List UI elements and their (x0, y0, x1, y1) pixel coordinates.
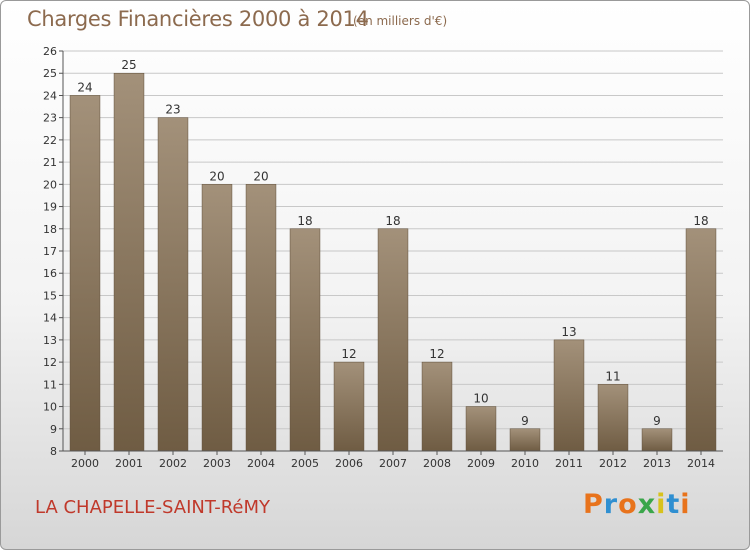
x-tick-label: 2011 (555, 457, 583, 470)
y-tick-label: 26 (43, 45, 57, 58)
bar-2001 (113, 72, 145, 452)
bar-2010 (509, 428, 541, 452)
bar-2009 (465, 406, 497, 452)
y-tick-label: 20 (43, 178, 57, 191)
y-tick-label: 16 (43, 267, 57, 280)
x-tick-label: 2008 (423, 457, 451, 470)
bar-2014 (685, 228, 717, 452)
data-label: 24 (77, 80, 92, 94)
bars (69, 72, 717, 452)
logo-letter: i (656, 489, 667, 520)
y-tick-label: 17 (43, 245, 57, 258)
bar-2006 (333, 361, 365, 452)
x-tick-label: 2010 (511, 457, 539, 470)
data-label: 23 (165, 103, 180, 117)
data-label: 25 (121, 58, 136, 72)
y-tick-label: 13 (43, 334, 57, 347)
data-label: 20 (209, 169, 224, 183)
data-label: 18 (297, 214, 312, 228)
chart-title: Charges Financières 2000 à 2014 (27, 7, 369, 31)
data-label: 9 (521, 414, 529, 428)
y-tick-label: 15 (43, 289, 57, 302)
x-tick-label: 2000 (71, 457, 99, 470)
x-tick-label: 2004 (247, 457, 275, 470)
x-tick-label: 2003 (203, 457, 231, 470)
bar-2002 (157, 117, 189, 452)
data-label: 12 (341, 347, 356, 361)
y-tick-label: 18 (43, 223, 57, 236)
logo-letter: t (666, 489, 681, 520)
bar-2013 (641, 428, 673, 452)
y-tick-label: 10 (43, 401, 57, 414)
y-tick-label: 22 (43, 134, 57, 147)
data-label: 11 (605, 369, 620, 383)
bar-2004 (245, 184, 277, 452)
y-tick-label: 12 (43, 356, 57, 369)
logo-letter: x (637, 489, 657, 520)
logo-letter: i (680, 489, 691, 520)
bar-2000 (69, 95, 101, 452)
x-tick-label: 2007 (379, 457, 407, 470)
axes: 8 9 10 11 12 13 14 15 16 17 18 19 20 21 22 23 24 25 26 2000… (43, 45, 723, 470)
y-tick-label: 9 (50, 423, 57, 436)
bar-2011 (553, 339, 585, 452)
data-label: 18 (693, 214, 708, 228)
data-labels: 24 25 23 20 20 18 12 18 12 10 9 13 11 9 18 (77, 58, 708, 428)
bar-2003 (201, 184, 233, 452)
x-tick-label: 2006 (335, 457, 363, 470)
bar-2005 (289, 228, 321, 452)
x-tick-label: 2002 (159, 457, 187, 470)
data-label: 9 (653, 414, 661, 428)
bar-2007 (377, 228, 409, 452)
data-label: 12 (429, 347, 444, 361)
y-tick-label: 8 (50, 445, 57, 458)
commune-name: LA CHAPELLE-SAINT-RéMY (35, 497, 271, 518)
y-tick-label: 23 (43, 112, 57, 125)
bar-2012 (597, 384, 629, 452)
x-tick-label: 2005 (291, 457, 319, 470)
x-tick-label: 2014 (687, 457, 715, 470)
data-label: 13 (561, 325, 576, 339)
x-tick-label: 2012 (599, 457, 627, 470)
data-label: 20 (253, 169, 268, 183)
logo-letter: r (603, 489, 619, 520)
x-tick-label: 2013 (643, 457, 671, 470)
data-label: 10 (473, 392, 488, 406)
chart-subtitle: (en milliers d'€) (353, 14, 448, 28)
x-tick-label: 2001 (115, 457, 143, 470)
data-label: 18 (385, 214, 400, 228)
proxiti-logo[interactable]: Proxiti (583, 489, 691, 520)
y-tick-label: 25 (43, 67, 57, 80)
y-tick-label: 21 (43, 156, 57, 169)
logo-letter: o (618, 489, 638, 520)
y-tick-label: 24 (43, 89, 57, 102)
bar-2008 (421, 361, 453, 452)
y-tick-label: 14 (43, 312, 57, 325)
x-tick-label: 2009 (467, 457, 495, 470)
y-tick-label: 19 (43, 201, 57, 214)
logo-letter: P (583, 489, 604, 520)
y-tick-label: 11 (43, 378, 57, 391)
